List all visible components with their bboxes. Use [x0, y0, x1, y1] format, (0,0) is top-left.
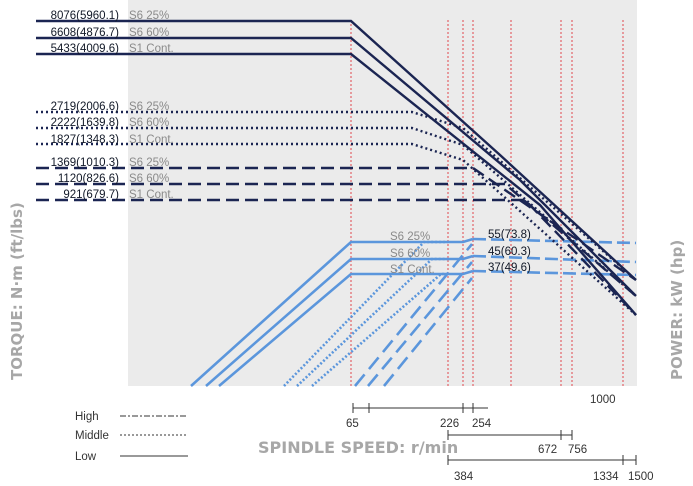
- power-mode-label-1: S6 60%: [390, 248, 430, 260]
- power-line-high-2: [218, 269, 474, 387]
- reference-lines: [350, 20, 624, 386]
- power-value-label-1: 45(60.3): [488, 246, 531, 258]
- gear-range-label-high-2: 254: [472, 418, 492, 430]
- torque-line-low-8: [36, 198, 637, 316]
- x-tick-label-1000: 1000: [590, 394, 616, 406]
- torque-line-middle-5: [36, 142, 637, 316]
- gear-range-label-high-1: 226: [440, 418, 459, 430]
- torque-line-low-6: [36, 166, 637, 281]
- torque-line-high-2: [36, 52, 637, 316]
- torque-value-label-6: 1369(1010.3): [51, 157, 120, 169]
- torque-value-label-8: 921(679.7): [63, 189, 119, 201]
- torque-value-label-5: 1827(1348.3): [51, 134, 120, 146]
- torque-value-label-3: 2719(2006.6): [51, 101, 120, 113]
- power-mode-label-0: S6 25%: [390, 231, 430, 243]
- legend: High Middle Low: [75, 411, 188, 463]
- torque-line-high-1: [36, 36, 637, 297]
- torque-value-label-2: 5433(4009.6): [51, 43, 120, 55]
- torque-curves: [36, 19, 637, 316]
- torque-mode-label-7: S6 60%: [129, 173, 169, 185]
- power-line-high-0: [190, 237, 474, 387]
- gear-range-label-low-1: 1334: [593, 471, 619, 483]
- power-line-low-0: [353, 243, 474, 387]
- y-axis-title-right: POWER: kW (hp): [668, 240, 686, 380]
- power-value-label-2: 37(49.6): [488, 262, 531, 274]
- y-axis-title-left: TORQUE: N·m (ft/lbs): [8, 202, 26, 380]
- power-line-low-1: [367, 261, 473, 387]
- power-line-middle-1: [296, 257, 448, 387]
- legend-label-middle: Middle: [75, 430, 109, 442]
- torque-value-label-7: 1120(826.6): [58, 173, 119, 185]
- power-value-label-0: 55(73.8): [488, 229, 531, 241]
- torque-mode-label-5: S1 Cont.: [129, 134, 174, 146]
- torque-mode-label-1: S6 60%: [129, 27, 169, 39]
- x-axis-title: SPINDLE SPEED: r/min: [258, 438, 458, 457]
- torque-mode-label-3: S6 25%: [129, 101, 169, 113]
- gear-range-label-middle-0: 672: [538, 444, 557, 456]
- torque-value-label-1: 6608(4876.7): [51, 27, 120, 39]
- power-mode-label-2: S1 Cont.: [390, 264, 435, 276]
- gear-range-label-low-2: 1500: [628, 471, 654, 483]
- torque-value-label-0: 8076(5960.1): [51, 10, 120, 22]
- torque-line-high-0: [36, 19, 637, 281]
- torque-mode-label-4: S6 60%: [129, 117, 169, 129]
- torque-mode-label-6: S6 25%: [129, 157, 169, 169]
- torque-mode-label-0: S6 25%: [129, 10, 169, 22]
- power-line-middle-2: [311, 272, 448, 387]
- torque-mode-label-2: S1 Cont.: [129, 43, 174, 55]
- power-line-low-2: [382, 277, 474, 387]
- power-labels: S6 25% 55(73.8) S6 60% 45(60.3) S1 Cont. 37(4…: [390, 229, 531, 276]
- gear-range-label-middle-1: 756: [568, 444, 587, 456]
- legend-label-low: Low: [75, 451, 97, 463]
- power-curves: [190, 237, 637, 387]
- torque-value-label-4: 2222(1639.8): [51, 117, 120, 129]
- torque-labels: 8076(5960.1) S6 25% 6608(4876.7) S6 60% 5433…: [51, 10, 174, 201]
- gear-range-label-high-0: 65: [346, 418, 359, 430]
- torque-mode-label-8: S1 Cont.: [129, 189, 174, 201]
- torque-line-low-7: [36, 182, 637, 297]
- gear-speed-ranges: 65 226 254 672 756 384 1334 1500: [346, 403, 654, 483]
- legend-label-high: High: [75, 411, 99, 423]
- power-tail-high-2: [472, 269, 637, 277]
- gear-range-label-low-0: 384: [454, 471, 474, 483]
- power-line-middle-0: [283, 240, 448, 387]
